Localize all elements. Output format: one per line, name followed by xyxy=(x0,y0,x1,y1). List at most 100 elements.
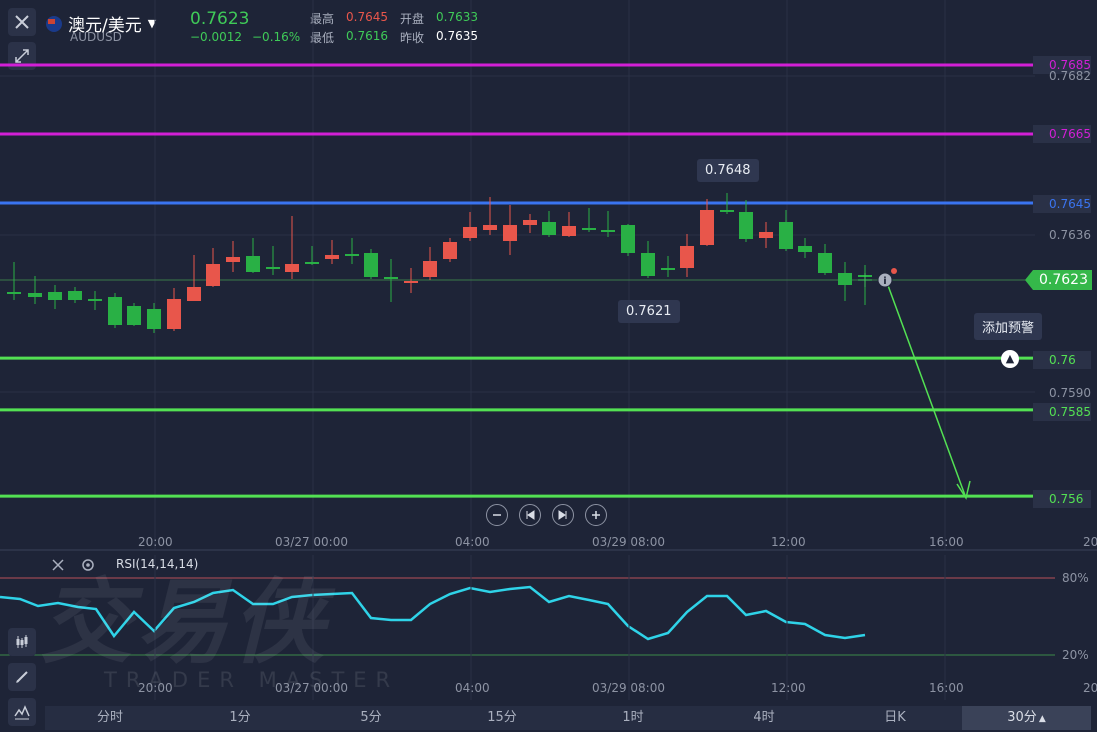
minus-icon xyxy=(493,514,501,516)
candle-body xyxy=(582,228,596,230)
indicator-tool-button[interactable] xyxy=(8,698,36,726)
candle-body xyxy=(700,210,714,245)
candle-body xyxy=(364,253,378,277)
hline-label-4: 0.7585 xyxy=(1033,403,1091,421)
candle-body xyxy=(404,281,418,283)
candle-body xyxy=(266,267,280,269)
trend-arrow[interactable] xyxy=(885,279,967,499)
hline-label-3: 0.76 xyxy=(1033,351,1091,369)
candle-body xyxy=(325,255,339,259)
scroll-start-button[interactable] xyxy=(519,504,541,526)
australia-flag-icon xyxy=(46,15,62,32)
timeframe-5m[interactable]: 5分 xyxy=(360,710,382,725)
time-tick-2: 04:00 xyxy=(455,535,490,549)
rsi-time-tick-4: 12:00 xyxy=(771,681,806,695)
symbol-selector[interactable]: 澳元/美元 ▼ xyxy=(46,11,156,36)
candle-body xyxy=(68,291,82,300)
price-tick-2: 0.7590 xyxy=(1049,386,1091,400)
candle-body xyxy=(739,212,753,239)
zoom-out-button[interactable] xyxy=(486,504,508,526)
candle-body xyxy=(601,230,615,232)
candle-body xyxy=(680,246,694,268)
zoom-in-button[interactable] xyxy=(585,504,607,526)
watermark-cn: 交易侠 xyxy=(40,569,329,676)
candle-body xyxy=(28,293,42,297)
timeframe-15m[interactable]: 15分 xyxy=(487,710,517,725)
gear-icon xyxy=(82,559,94,571)
rsi-time-tick-0: 20:00 xyxy=(138,681,173,695)
candle-body xyxy=(88,299,102,301)
time-tick-1: 03/27 00:00 xyxy=(275,535,348,549)
close-indicator-button[interactable] xyxy=(50,557,66,577)
current-price: 0.7623 xyxy=(190,9,250,29)
timeframe-30m-label: 30分 xyxy=(1007,710,1037,725)
timeframe-day[interactable]: 日K xyxy=(884,710,906,725)
candle-body xyxy=(108,297,122,325)
candle-body xyxy=(345,254,359,256)
indicator-settings-button[interactable] xyxy=(80,557,96,577)
close-icon xyxy=(52,559,64,571)
timeframe-1m[interactable]: 1分 xyxy=(229,710,251,725)
high-callout: 0.7648 xyxy=(697,159,759,182)
candle-body xyxy=(246,256,260,272)
rsi-time-tick-3: 03/29 08:00 xyxy=(592,681,665,695)
timeframe-tick[interactable]: 分时 xyxy=(96,710,123,725)
candle-body xyxy=(542,222,556,235)
candle-body xyxy=(187,287,201,301)
time-tick-3: 03/29 08:00 xyxy=(592,535,665,549)
open-value: 0.7633 xyxy=(436,10,478,24)
candle-body xyxy=(226,257,240,262)
rsi-grid xyxy=(154,555,946,700)
candle-body xyxy=(167,299,181,329)
candle-body xyxy=(503,225,517,241)
candlestick-icon xyxy=(16,635,28,648)
price-change-pct: −0.16% xyxy=(252,30,301,44)
draw-tool-button[interactable] xyxy=(8,663,36,691)
info-marker-icon[interactable] xyxy=(877,272,893,288)
time-tick-5: 16:00 xyxy=(929,535,964,549)
price-tick-1: 0.7636 xyxy=(1049,228,1091,242)
rsi-time-tick-2: 04:00 xyxy=(455,681,490,695)
candle-body xyxy=(720,210,734,212)
watermark-en: TRADER MASTER xyxy=(104,668,400,692)
candle-body xyxy=(838,273,852,285)
price-grid xyxy=(0,0,1035,550)
indicator-label: RSI(14,14,14) xyxy=(116,557,199,571)
caret-up-icon: ▲ xyxy=(1038,714,1046,724)
info-marker-glyph: i xyxy=(883,276,886,287)
hline-label-2: 0.7645 xyxy=(1033,195,1091,213)
candle-body xyxy=(443,242,457,259)
candle-body xyxy=(48,292,62,300)
arrow-head-icon xyxy=(956,480,971,500)
hline-label-5: 0.756 xyxy=(1033,490,1091,508)
timeframe-bar xyxy=(45,706,1091,730)
candle-body xyxy=(818,253,832,273)
rsi-series xyxy=(0,585,866,641)
indicator-icon xyxy=(14,705,30,720)
timeframe-1h[interactable]: 1时 xyxy=(622,710,644,725)
close-icon xyxy=(15,15,29,29)
chart-type-button[interactable] xyxy=(8,628,36,656)
timeframe-4h[interactable]: 4时 xyxy=(753,710,775,725)
chart-navigation xyxy=(486,504,607,526)
scroll-end-button[interactable] xyxy=(552,504,574,526)
collapse-icon xyxy=(15,49,29,63)
rsi-time-tick-5: 16:00 xyxy=(929,681,964,695)
candle-body xyxy=(661,268,675,270)
candle-body xyxy=(483,225,497,230)
add-alert-button[interactable]: 添加预警 xyxy=(974,313,1043,340)
plus-icon xyxy=(592,511,600,519)
hline-label-0: 0.7685 xyxy=(1033,56,1091,74)
prev-close-label: 昨收 xyxy=(400,31,425,45)
candle-body xyxy=(523,220,537,225)
timeframe-30m[interactable]: 30分 ▲ xyxy=(962,706,1091,730)
candle-body xyxy=(463,227,477,238)
close-chart-button[interactable] xyxy=(8,8,36,36)
pair-name: 澳元/美元 xyxy=(68,16,142,36)
bell-icon[interactable]: ▲ xyxy=(1001,350,1019,368)
candle-body xyxy=(779,222,793,249)
candle-body xyxy=(127,306,141,325)
candle-body xyxy=(305,262,319,264)
chevron-down-icon: ▼ xyxy=(147,17,157,30)
